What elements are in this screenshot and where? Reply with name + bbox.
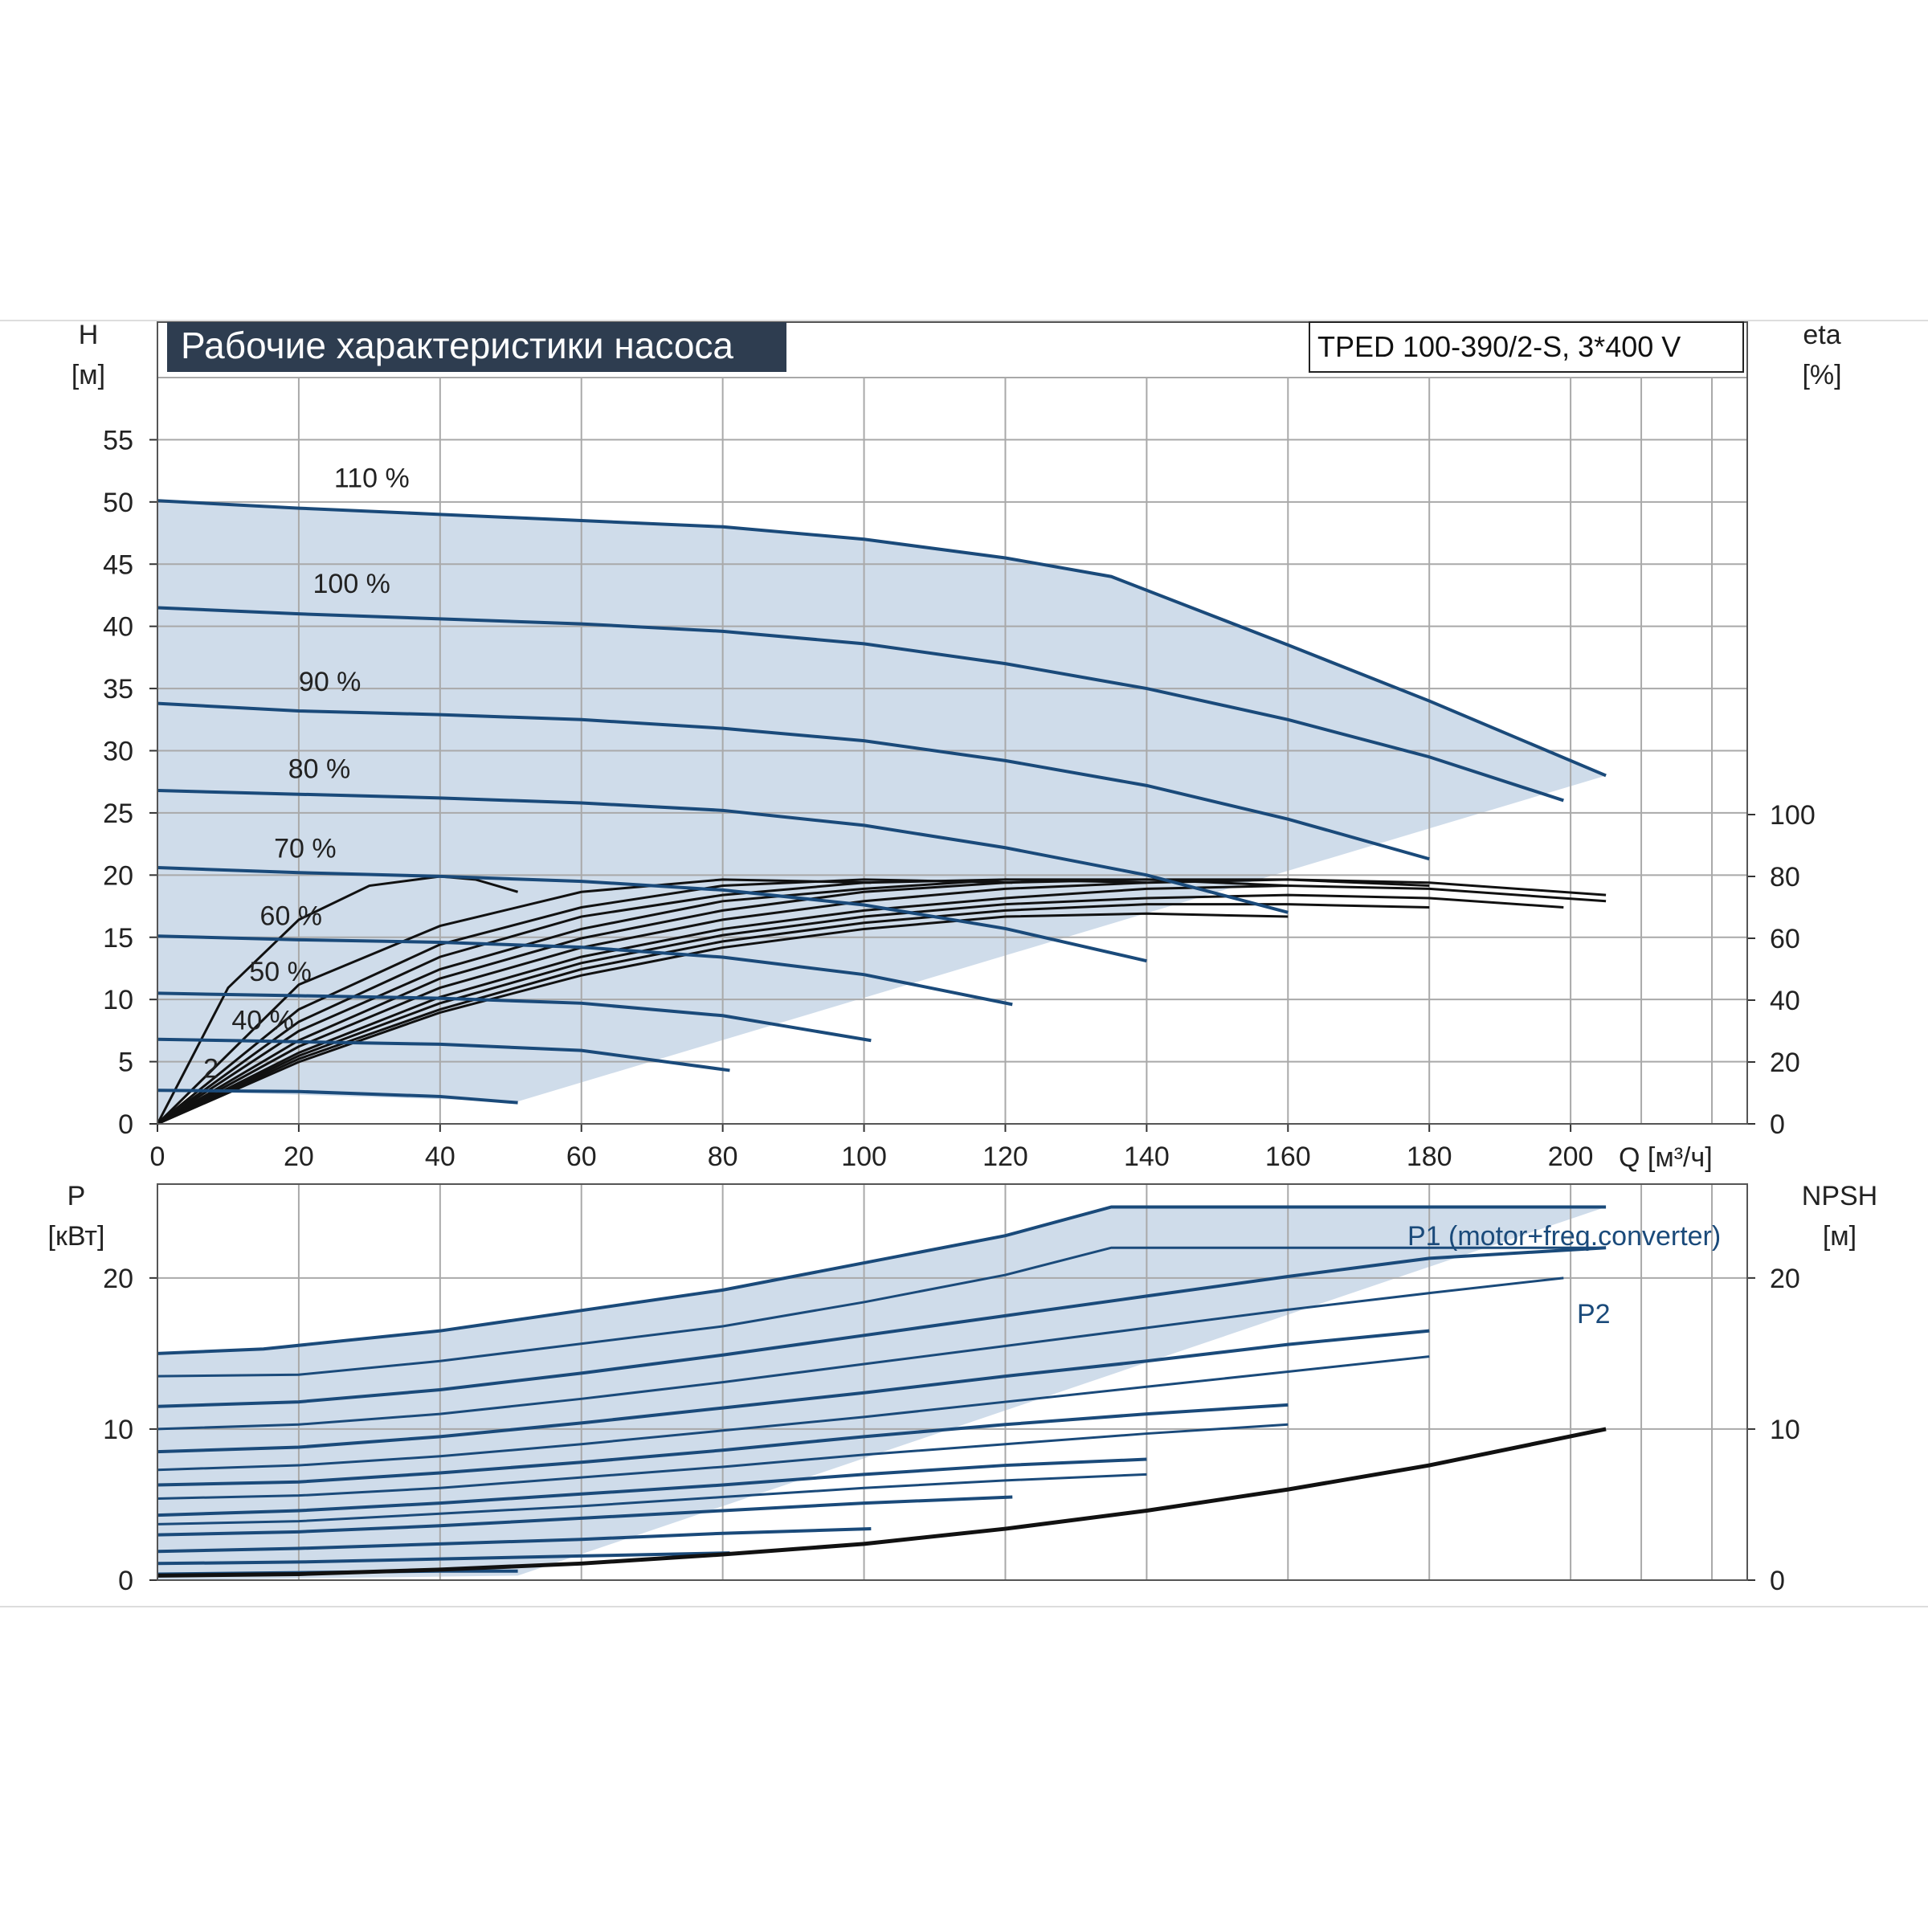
speed-label: 40 % — [231, 1005, 294, 1035]
npsh-axis-label: NPSH — [1802, 1181, 1877, 1211]
eta-axis-label: eta — [1803, 320, 1840, 350]
q-tick-label: 80 — [708, 1142, 738, 1172]
efficiency-curve — [157, 912, 1289, 1125]
npsh-tick-label: 20 — [1770, 1264, 1800, 1294]
efficiency-curve — [156, 878, 872, 1125]
efficiency-curve — [157, 878, 1430, 1125]
head-curve — [157, 606, 1564, 803]
q-tick-label: 120 — [982, 1142, 1028, 1172]
power-plot-border — [157, 1183, 1748, 1581]
h-tick-label: 25 — [103, 799, 133, 829]
head-curve — [157, 789, 1289, 914]
eta-tick-label: 100 — [1770, 800, 1816, 831]
power-curve — [157, 1246, 1607, 1408]
p-axis-unit: [кВт] — [48, 1221, 105, 1252]
title-box — [167, 322, 786, 372]
p1-series-label: P1 (motor+freq.converter) — [1407, 1221, 1721, 1252]
speed-label: 60 % — [260, 901, 323, 931]
q-tick-label: 0 — [150, 1142, 165, 1172]
q-tick-label: 200 — [1548, 1142, 1594, 1172]
power-curve — [157, 1457, 1147, 1517]
head-plot: 0 5 10 15 20 25 30 35 40 45 50 55 0 20 40 60 80 100 0 20 40 6… — [103, 321, 1816, 1172]
h-tick-label: 30 — [103, 737, 133, 767]
eta-tick-label: 20 — [1770, 1048, 1800, 1078]
power-curve — [157, 1329, 1430, 1454]
efficiency-curve — [157, 884, 1607, 1125]
h-tick-label: 20 — [103, 860, 133, 891]
h-tick-label: 15 — [103, 923, 133, 954]
power-curve — [157, 1551, 730, 1566]
speed-label: 70 % — [274, 834, 337, 864]
model-box — [1309, 321, 1744, 373]
efficiency-curve — [157, 878, 1607, 1125]
q-tick-label: 160 — [1265, 1142, 1311, 1172]
q-tick-label: 60 — [566, 1142, 597, 1172]
h-tick-label: 40 — [103, 612, 133, 643]
power-curve — [157, 1472, 1147, 1526]
p2-series-label: P2 — [1577, 1299, 1611, 1330]
model-label: TPED 100-390/2-S, 3*400 V — [1317, 330, 1681, 363]
p-axis-label: P — [67, 1181, 86, 1211]
power-plot: 0 10 20 0 10 20 — [103, 1183, 1800, 1596]
p-tick-label: 0 — [118, 1566, 133, 1596]
eta-tick-label: 40 — [1770, 986, 1800, 1016]
head-curve — [157, 934, 1013, 1007]
efficiency-curve — [157, 878, 1013, 1125]
speed-label: 110 % — [334, 463, 410, 493]
h-tick-label: 0 — [118, 1109, 133, 1140]
q-tick-label: 100 — [841, 1142, 887, 1172]
eta-tick-label: 60 — [1770, 924, 1800, 954]
h-tick-label: 50 — [103, 488, 133, 518]
h-tick-label: 35 — [103, 674, 133, 705]
speed-label: 2 — [203, 1054, 219, 1084]
power-curve — [157, 1495, 1013, 1537]
power-curve — [157, 1403, 1289, 1487]
efficiency-curve — [156, 875, 518, 1125]
chart-title: Рабочие характеристики насоса — [181, 325, 733, 366]
head-curve — [157, 1089, 518, 1105]
speed-label: 90 % — [299, 667, 362, 697]
speed-label: 100 % — [313, 569, 390, 599]
efficiency-curve — [157, 903, 1430, 1125]
h-axis-label: H — [79, 320, 99, 350]
q-tick-label: 40 — [425, 1142, 455, 1172]
npsh-tick-label: 0 — [1770, 1566, 1785, 1596]
power-envelope — [157, 1207, 1607, 1580]
h-tick-label: 55 — [103, 425, 133, 455]
eta-tick-label: 0 — [1770, 1109, 1785, 1140]
head-curve — [157, 701, 1430, 861]
power-curve — [157, 1276, 1564, 1431]
power-curve — [157, 1527, 872, 1554]
p-tick-label: 10 — [103, 1415, 133, 1445]
power-curve — [157, 1355, 1430, 1472]
q-tick-label: 20 — [284, 1142, 314, 1172]
h-tick-label: 10 — [103, 985, 133, 1015]
head-curve — [157, 1037, 730, 1072]
q-tick-label: 140 — [1124, 1142, 1170, 1172]
power-curve — [157, 1423, 1289, 1500]
power-curve — [157, 1246, 1607, 1378]
npsh-axis-unit: [м] — [1823, 1221, 1857, 1252]
head-curve — [157, 499, 1607, 778]
h-tick-label: 5 — [118, 1048, 133, 1078]
npsh-curve — [157, 1427, 1607, 1578]
npsh-tick-label: 10 — [1770, 1415, 1800, 1445]
eta-axis-unit: [%] — [1802, 360, 1841, 390]
h-tick-label: 45 — [103, 549, 133, 580]
head-curve — [157, 991, 872, 1043]
power-curve — [157, 1205, 1607, 1355]
efficiency-curve — [157, 893, 1564, 1125]
head-curve — [157, 866, 1147, 963]
speed-label: 80 % — [288, 754, 351, 785]
eta-tick-label: 80 — [1770, 862, 1800, 892]
h-axis-unit: [м] — [71, 360, 105, 390]
speed-label: 50 % — [249, 957, 312, 987]
q-axis-label: Q [м³/ч] — [1619, 1142, 1713, 1173]
q-tick-label: 180 — [1407, 1142, 1452, 1172]
p-tick-label: 20 — [103, 1264, 133, 1294]
head-plot-border — [157, 321, 1748, 1125]
